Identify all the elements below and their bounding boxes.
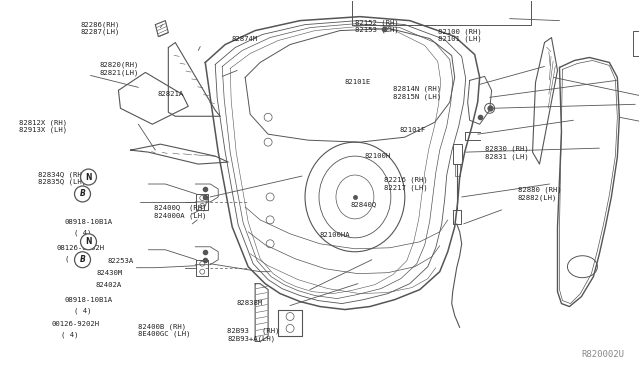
Circle shape: [81, 169, 97, 185]
Text: 82812X (RH)
82913X (LH): 82812X (RH) 82913X (LH): [19, 119, 67, 133]
Text: 82840Q: 82840Q: [351, 202, 377, 208]
Text: 82286(RH)
82287(LH): 82286(RH) 82287(LH): [81, 21, 120, 35]
Text: 82880 (RH)
82882(LH): 82880 (RH) 82882(LH): [518, 187, 562, 201]
Text: 82820(RH)
82821(LH): 82820(RH) 82821(LH): [100, 62, 139, 76]
Text: 82100HA: 82100HA: [320, 232, 351, 238]
Text: 82874M: 82874M: [232, 36, 258, 42]
Circle shape: [74, 186, 90, 202]
Text: 82216 (RH)
82217 (LH): 82216 (RH) 82217 (LH): [384, 177, 428, 191]
Text: 82838M: 82838M: [237, 300, 263, 306]
Circle shape: [81, 234, 97, 250]
Text: 08918-10B1A: 08918-10B1A: [65, 219, 113, 225]
Text: 82101E: 82101E: [344, 78, 371, 84]
Text: 82400Q  (RH)
824000A (LH): 82400Q (RH) 824000A (LH): [154, 205, 207, 218]
Text: ( 4): ( 4): [74, 308, 92, 314]
Text: N: N: [85, 173, 92, 182]
Text: 82253A: 82253A: [108, 257, 134, 263]
Text: B: B: [79, 189, 86, 199]
Text: 82834Q (RH)
82835Q (LH): 82834Q (RH) 82835Q (LH): [38, 171, 86, 185]
Text: ( 4): ( 4): [65, 256, 82, 262]
Text: R820002U: R820002U: [581, 350, 625, 359]
Text: 82814N (RH)
82815N (LH): 82814N (RH) 82815N (LH): [394, 86, 442, 100]
Text: 82B93   (RH)
82B93+A(LH): 82B93 (RH) 82B93+A(LH): [227, 328, 280, 341]
Circle shape: [74, 252, 90, 268]
Text: N: N: [85, 237, 92, 246]
Text: 08126-8202H: 08126-8202H: [57, 245, 105, 251]
Text: 82400B (RH)
8E400GC (LH): 82400B (RH) 8E400GC (LH): [138, 323, 191, 337]
Text: 82100H: 82100H: [365, 153, 391, 158]
Text: 82402A: 82402A: [95, 282, 122, 288]
Text: 82821A: 82821A: [157, 92, 184, 97]
Text: 82101F: 82101F: [400, 127, 426, 133]
Text: ( 4): ( 4): [74, 230, 92, 236]
Text: 08918-10B1A: 08918-10B1A: [65, 297, 113, 303]
Text: 82430M: 82430M: [97, 270, 123, 276]
Text: 82830 (RH)
82831 (LH): 82830 (RH) 82831 (LH): [484, 146, 529, 160]
Text: 82100 (RH)
82101 (LH): 82100 (RH) 82101 (LH): [438, 29, 482, 42]
Text: 00126-9202H: 00126-9202H: [52, 321, 100, 327]
Text: ( 4): ( 4): [61, 332, 79, 338]
Text: B: B: [79, 255, 86, 264]
Text: 82152 (RH)
82153 (LH): 82152 (RH) 82153 (LH): [355, 19, 399, 33]
